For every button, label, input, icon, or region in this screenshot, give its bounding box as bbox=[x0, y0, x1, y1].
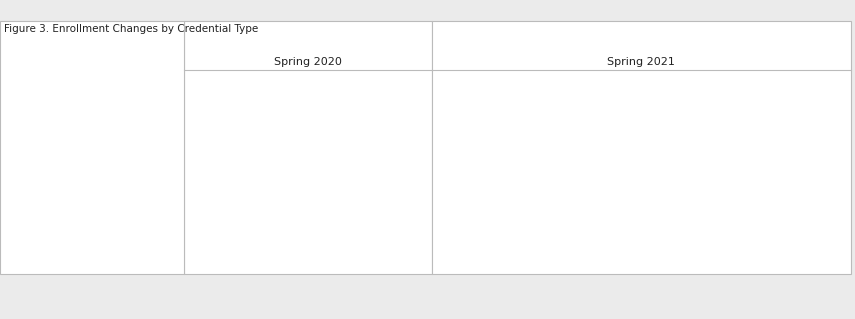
X-axis label: % Change from Previous Year: % Change from Previous Year bbox=[239, 262, 372, 271]
Text: Doctoral: Doctoral bbox=[134, 205, 176, 215]
Text: -2.9%: -2.9% bbox=[207, 98, 235, 108]
Bar bbox=[251, 226, 253, 238]
Bar bbox=[253, 75, 261, 87]
Bar bbox=[253, 140, 277, 152]
Text: 1.9%: 1.9% bbox=[265, 205, 289, 215]
Text: 1.6%: 1.6% bbox=[263, 76, 287, 86]
Text: Figure 3. Enrollment Changes by Credential Type: Figure 3. Enrollment Changes by Credenti… bbox=[4, 24, 258, 34]
Text: First Professional: First Professional bbox=[93, 184, 176, 194]
Text: -2.1%: -2.1% bbox=[502, 119, 530, 129]
Bar bbox=[552, 161, 599, 173]
Text: -0.4%: -0.4% bbox=[221, 227, 249, 237]
Bar bbox=[253, 204, 262, 216]
Bar bbox=[552, 183, 557, 195]
Text: 1.6%: 1.6% bbox=[263, 162, 287, 172]
Bar bbox=[552, 140, 689, 152]
Bar bbox=[253, 161, 261, 173]
Bar bbox=[534, 118, 552, 130]
Text: -2.9%: -2.9% bbox=[494, 227, 522, 237]
Text: Spring 2020: Spring 2020 bbox=[274, 57, 342, 67]
Text: 2.1%: 2.1% bbox=[575, 205, 598, 215]
Text: Associate: Associate bbox=[129, 98, 176, 108]
Text: 3.3%: 3.3% bbox=[585, 76, 610, 86]
Text: -0.3%: -0.3% bbox=[221, 184, 249, 194]
Bar bbox=[552, 204, 571, 216]
Text: -0.6%: -0.6% bbox=[220, 119, 247, 129]
Text: 4.6%: 4.6% bbox=[280, 141, 304, 151]
Text: Graduate Certificate: Graduate Certificate bbox=[76, 141, 176, 151]
Text: Spring 2021: Spring 2021 bbox=[607, 57, 675, 67]
Bar bbox=[552, 75, 581, 87]
Text: -10.5%: -10.5% bbox=[421, 98, 455, 108]
Text: 15.4%: 15.4% bbox=[693, 141, 723, 151]
X-axis label: % Change from Previous Year: % Change from Previous Year bbox=[575, 262, 708, 271]
Bar bbox=[526, 226, 552, 238]
Text: 0.6%: 0.6% bbox=[561, 184, 586, 194]
Text: 5.3%: 5.3% bbox=[603, 162, 628, 172]
Bar bbox=[250, 118, 253, 130]
Text: Bachelor's: Bachelor's bbox=[125, 119, 176, 129]
Bar bbox=[458, 97, 552, 108]
Bar bbox=[251, 183, 253, 195]
Text: Undergraduate Certificate: Undergraduate Certificate bbox=[48, 76, 176, 86]
Text: Grand Total: Grand Total bbox=[112, 227, 176, 237]
Text: Master's: Master's bbox=[135, 162, 176, 172]
Bar bbox=[238, 97, 253, 108]
